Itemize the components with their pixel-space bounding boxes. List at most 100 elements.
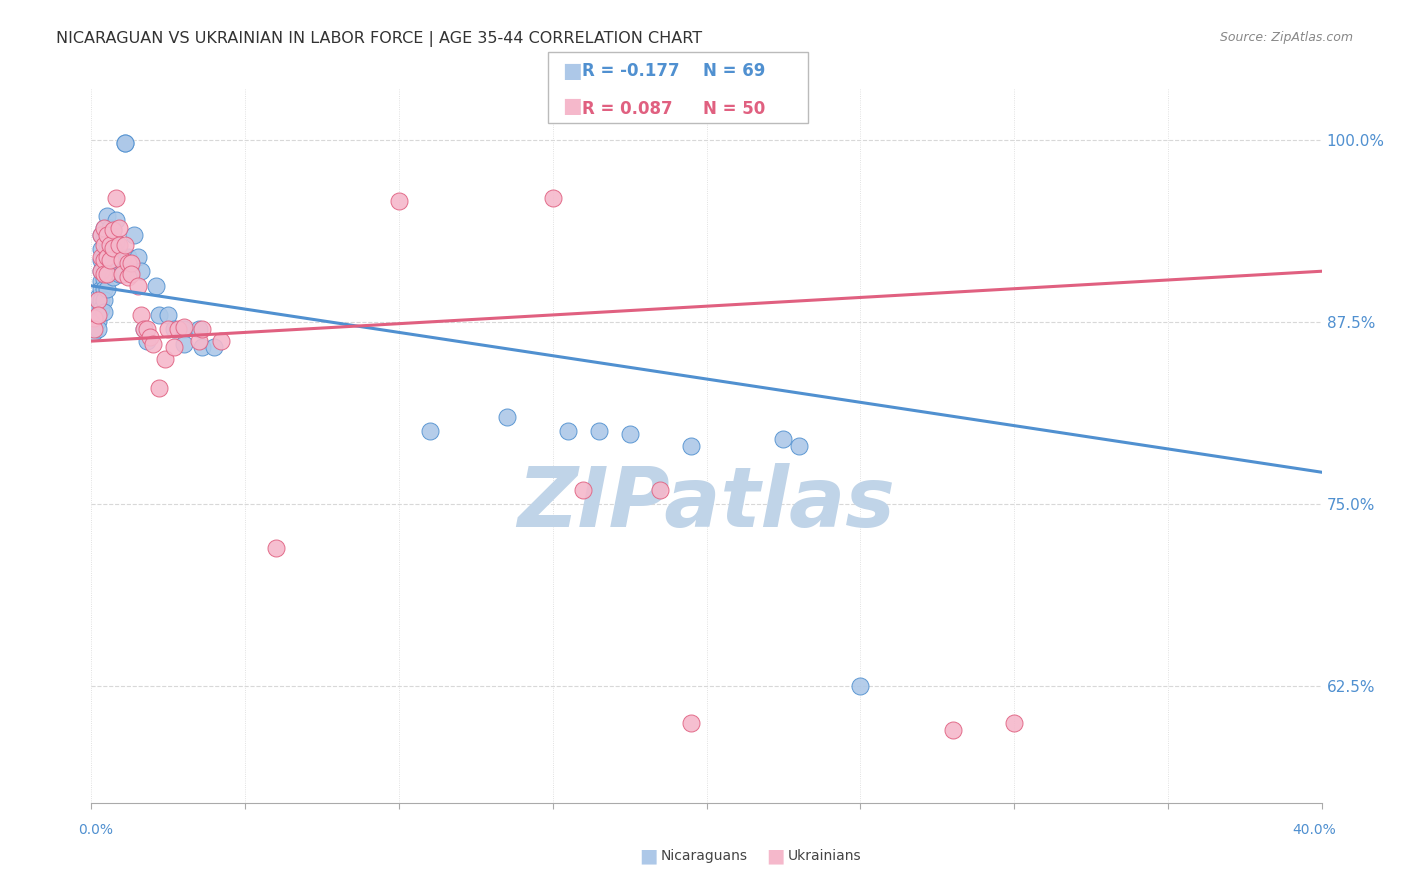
Point	[157, 322, 180, 336]
Text: Ukrainians: Ukrainians	[787, 849, 860, 863]
Point	[145, 278, 167, 293]
Point	[96, 227, 118, 242]
Point	[98, 252, 121, 267]
Point	[105, 191, 127, 205]
Point	[135, 334, 157, 348]
Point	[148, 308, 170, 322]
Point	[83, 322, 105, 336]
Point	[157, 308, 180, 322]
Point	[681, 715, 703, 730]
Point	[572, 483, 595, 497]
Point	[86, 301, 108, 315]
Point	[86, 322, 108, 336]
Point	[93, 252, 115, 267]
Point	[101, 238, 124, 252]
Text: ■: ■	[562, 61, 582, 80]
Point	[120, 267, 142, 281]
Point	[166, 322, 188, 336]
Point	[495, 409, 517, 424]
Point	[942, 723, 965, 737]
Point	[111, 252, 134, 267]
Text: N = 69: N = 69	[703, 62, 765, 80]
Point	[96, 252, 118, 267]
Point	[173, 337, 195, 351]
Point	[388, 194, 411, 209]
Point	[111, 250, 134, 264]
Point	[101, 270, 124, 285]
Point	[153, 351, 177, 366]
Point	[86, 308, 108, 322]
Point	[105, 235, 127, 249]
Point	[1002, 715, 1025, 730]
Point	[588, 425, 610, 439]
Point	[191, 340, 214, 354]
Point	[114, 136, 136, 150]
Point	[98, 250, 121, 264]
Point	[557, 425, 579, 439]
Point	[101, 255, 124, 269]
Point	[419, 425, 441, 439]
Point	[83, 310, 105, 325]
Point	[93, 261, 115, 276]
Point	[127, 250, 149, 264]
Point	[86, 293, 108, 308]
Point	[173, 319, 195, 334]
Point	[264, 541, 287, 555]
Point	[541, 191, 564, 205]
Point	[90, 252, 112, 267]
Point	[86, 314, 108, 328]
Text: Nicaraguans: Nicaraguans	[661, 849, 748, 863]
Point	[681, 439, 703, 453]
Point	[849, 679, 872, 693]
Point	[90, 243, 112, 257]
Text: 40.0%: 40.0%	[1292, 822, 1337, 837]
Point	[135, 322, 157, 336]
Point	[650, 483, 672, 497]
Point	[772, 432, 794, 446]
Point	[93, 250, 115, 264]
Point	[127, 278, 149, 293]
Point	[86, 290, 108, 304]
Point	[132, 322, 155, 336]
Point	[90, 264, 112, 278]
Point	[105, 213, 127, 227]
Point	[117, 250, 139, 264]
Text: R = 0.087: R = 0.087	[582, 100, 672, 118]
Point	[117, 270, 139, 285]
Point	[93, 293, 115, 308]
Point	[188, 334, 211, 348]
Point	[139, 330, 162, 344]
Point	[83, 305, 105, 319]
Point	[98, 235, 121, 249]
Point	[90, 264, 112, 278]
Point	[93, 220, 115, 235]
Point	[90, 293, 112, 308]
Point	[108, 220, 131, 235]
Point	[93, 271, 115, 285]
Text: ■: ■	[640, 847, 658, 866]
Point	[202, 340, 225, 354]
Point	[787, 439, 810, 453]
Point	[619, 427, 641, 442]
Point	[120, 255, 142, 269]
Point	[188, 322, 211, 336]
Point	[96, 267, 118, 281]
Point	[108, 238, 131, 252]
Point	[191, 322, 214, 336]
Point	[129, 308, 152, 322]
Point	[117, 255, 139, 269]
Point	[93, 238, 115, 252]
Point	[120, 264, 142, 278]
Point	[111, 267, 134, 281]
Point	[93, 305, 115, 319]
Point	[108, 250, 131, 264]
Text: NICARAGUAN VS UKRAINIAN IN LABOR FORCE | AGE 35-44 CORRELATION CHART: NICARAGUAN VS UKRAINIAN IN LABOR FORCE |…	[56, 31, 703, 47]
Point	[83, 314, 105, 328]
Point	[114, 238, 136, 252]
Point	[148, 381, 170, 395]
Point	[98, 238, 121, 252]
Point	[96, 227, 118, 242]
Point	[90, 282, 112, 296]
Point	[101, 223, 124, 237]
Point	[114, 136, 136, 150]
